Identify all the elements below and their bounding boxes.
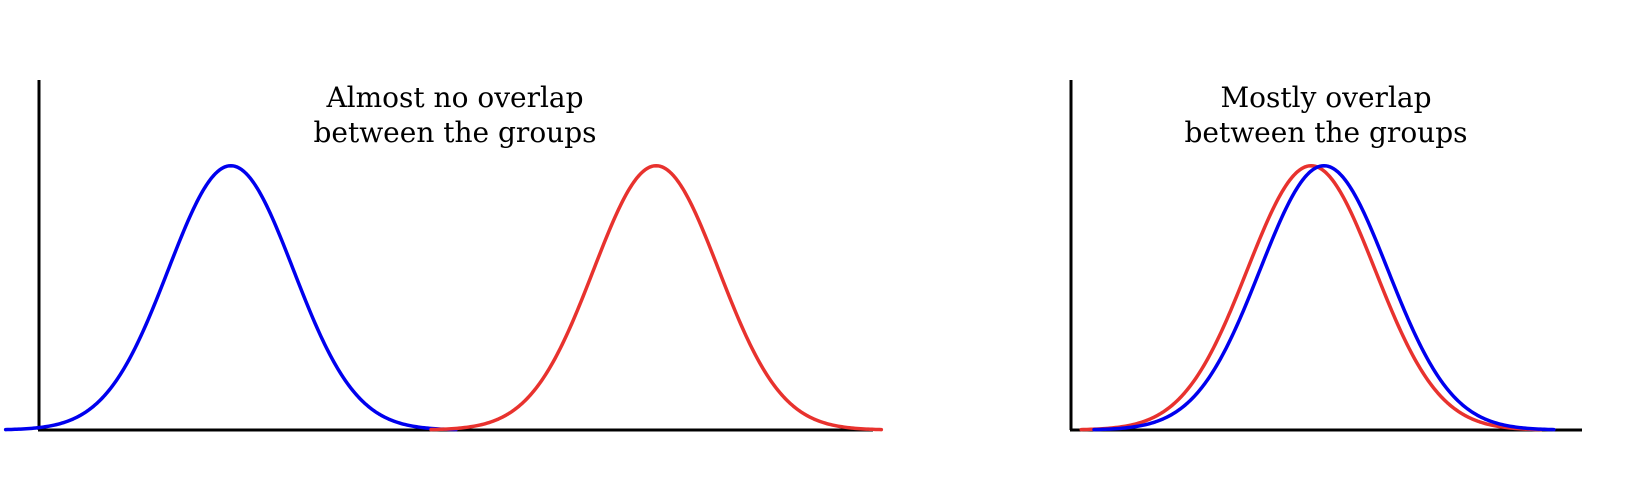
chart-right-title-line-1: Mostly overlap <box>1220 81 1431 114</box>
chart-right-title-line-2: between the groups <box>1184 116 1467 149</box>
chart-left-series-group <box>3 163 884 432</box>
chart-left-title-line-2: between the groups <box>313 116 596 149</box>
chart-right: Mostly overlap between the groups <box>1069 80 1582 432</box>
chart-left: Almost no overlap between the groups <box>3 80 884 432</box>
chart-left-title-line-1: Almost no overlap <box>325 81 583 114</box>
chart-right-series-1-curve <box>1079 163 1543 432</box>
chart-left-series-2-curve <box>429 163 884 432</box>
chart-right-series-group <box>1079 163 1556 432</box>
chart-left-series-1-curve <box>3 163 458 432</box>
chart-right-series-2-curve <box>1092 163 1556 432</box>
